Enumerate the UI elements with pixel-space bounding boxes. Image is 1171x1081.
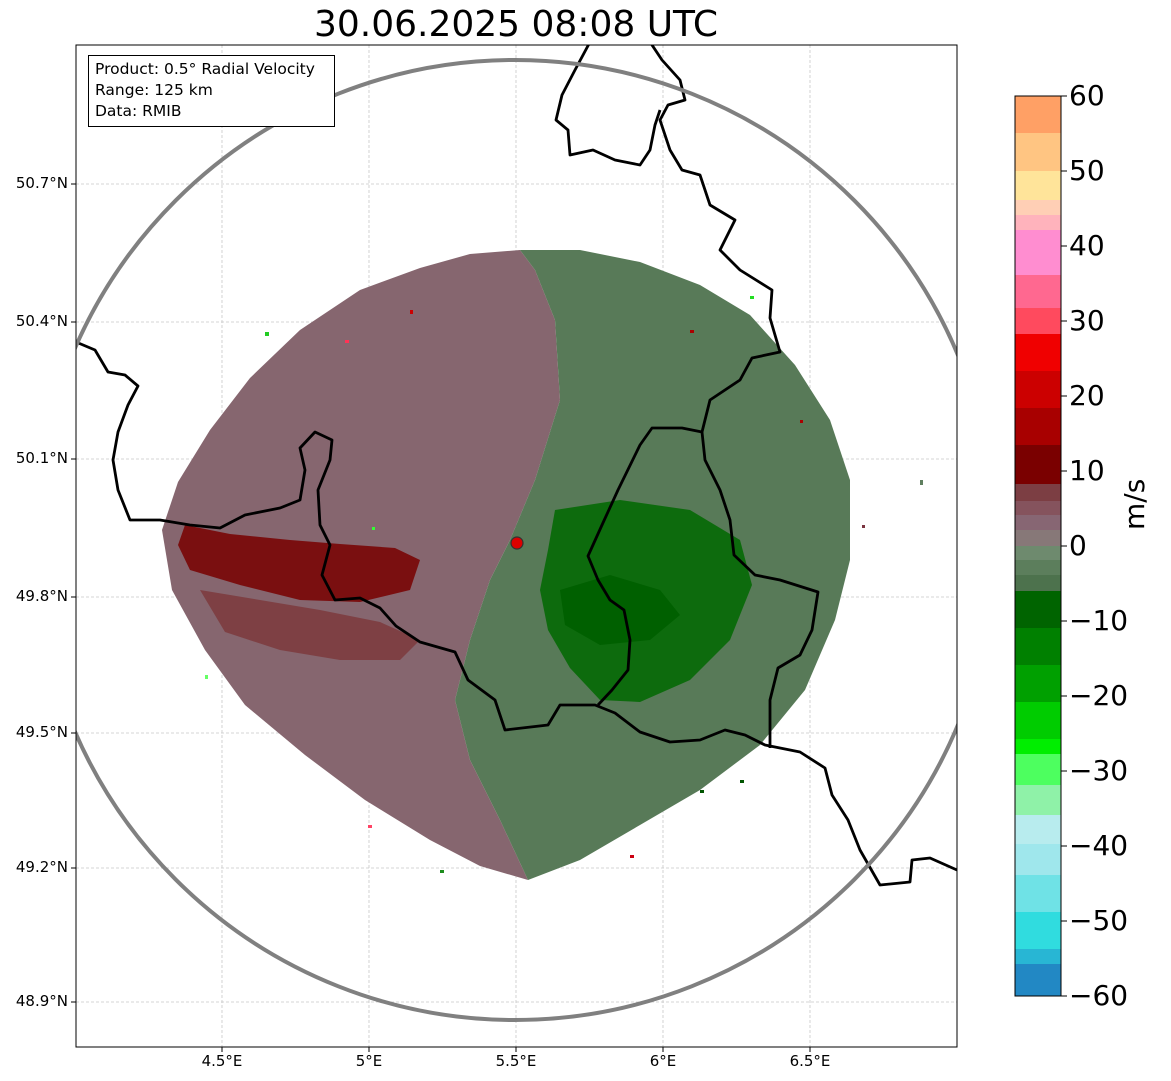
lon-label: 4.5°E	[201, 1052, 243, 1070]
radar-range-ring	[76, 58, 957, 1022]
colorbar-tick-label: 20	[1069, 379, 1105, 412]
colorbar-tick-label: 0	[1069, 529, 1087, 562]
colorbar-tick-label: −40	[1069, 829, 1129, 862]
colorbar-tick-label: 40	[1069, 229, 1105, 262]
colorbar-tick-label: −60	[1069, 979, 1129, 1012]
velocity-field	[162, 250, 923, 880]
range-label: Range: 125 km	[95, 81, 213, 99]
velocity-speckles	[205, 296, 923, 873]
lat-label: 48.9°N	[15, 992, 68, 1010]
lat-label: 50.4°N	[15, 312, 68, 330]
product-label: Product: 0.5° Radial Velocity	[95, 60, 315, 78]
colorbar-tick-label: −50	[1069, 904, 1129, 937]
colorbar-tick-label: −20	[1069, 679, 1129, 712]
product-info-box: Product: 0.5° Radial Velocity Range: 125…	[88, 55, 335, 127]
colorbar-tick-label: −10	[1069, 604, 1129, 637]
radar-site-marker	[510, 536, 524, 550]
lon-label: 5°E	[355, 1052, 383, 1070]
colorbar-tick-label: 10	[1069, 454, 1105, 487]
outbound-strong-core	[178, 525, 420, 602]
lat-label: 50.7°N	[15, 174, 68, 192]
lat-label: 49.5°N	[15, 723, 68, 741]
colorbar-unit-label: m/s	[1118, 478, 1151, 530]
lon-label: 6°E	[649, 1052, 677, 1070]
lon-label: 5.5°E	[495, 1052, 537, 1070]
colorbar-tick-label: 60	[1069, 79, 1105, 112]
lat-label: 49.2°N	[15, 858, 68, 876]
lon-label: 6.5°E	[789, 1052, 831, 1070]
colorbar-tick-label: 50	[1069, 154, 1105, 187]
colorbar-tick-label: −30	[1069, 754, 1129, 787]
colorbar	[1014, 95, 1067, 997]
lat-label: 50.1°N	[15, 449, 68, 467]
axis-ticks	[71, 183, 811, 1052]
map-title: 30.06.2025 08:08 UTC	[313, 4, 719, 45]
country-borders	[76, 45, 957, 887]
outbound-medium-band	[200, 590, 420, 660]
inbound-darkest-core	[560, 575, 680, 645]
colorbar-tick-label: 30	[1069, 304, 1105, 337]
lat-label: 49.8°N	[15, 587, 68, 605]
data-source-label: Data: RMIB	[95, 102, 182, 120]
